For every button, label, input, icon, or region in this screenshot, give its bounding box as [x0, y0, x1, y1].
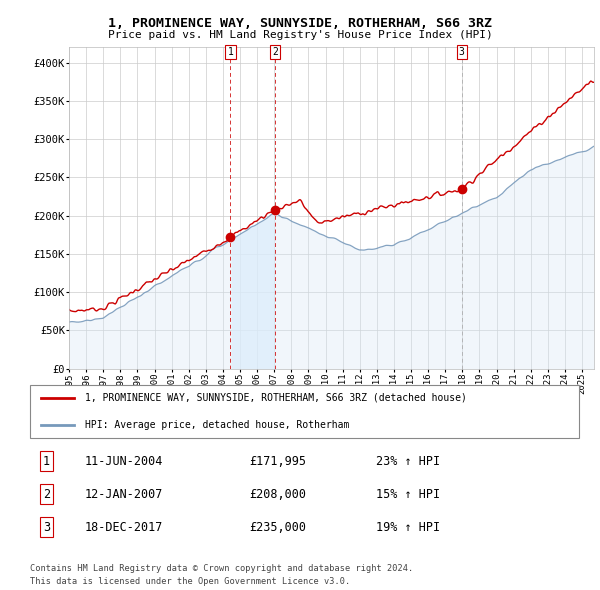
Text: Contains HM Land Registry data © Crown copyright and database right 2024.: Contains HM Land Registry data © Crown c… — [30, 564, 413, 573]
Text: 23% ↑ HPI: 23% ↑ HPI — [376, 454, 440, 468]
Text: 1: 1 — [43, 454, 50, 468]
Text: 1, PROMINENCE WAY, SUNNYSIDE, ROTHERHAM, S66 3RZ: 1, PROMINENCE WAY, SUNNYSIDE, ROTHERHAM,… — [108, 17, 492, 30]
Text: 11-JUN-2004: 11-JUN-2004 — [85, 454, 163, 468]
Text: £235,000: £235,000 — [250, 520, 307, 534]
Text: HPI: Average price, detached house, Rotherham: HPI: Average price, detached house, Roth… — [85, 419, 349, 430]
Text: 12-JAN-2007: 12-JAN-2007 — [85, 487, 163, 501]
Text: £208,000: £208,000 — [250, 487, 307, 501]
Text: £171,995: £171,995 — [250, 454, 307, 468]
Text: Price paid vs. HM Land Registry's House Price Index (HPI): Price paid vs. HM Land Registry's House … — [107, 30, 493, 40]
Text: 19% ↑ HPI: 19% ↑ HPI — [376, 520, 440, 534]
Text: This data is licensed under the Open Government Licence v3.0.: This data is licensed under the Open Gov… — [30, 577, 350, 586]
Text: 3: 3 — [43, 520, 50, 534]
Text: 2: 2 — [272, 47, 278, 57]
Text: 15% ↑ HPI: 15% ↑ HPI — [376, 487, 440, 501]
Text: 18-DEC-2017: 18-DEC-2017 — [85, 520, 163, 534]
FancyBboxPatch shape — [30, 385, 579, 438]
Text: 1, PROMINENCE WAY, SUNNYSIDE, ROTHERHAM, S66 3RZ (detached house): 1, PROMINENCE WAY, SUNNYSIDE, ROTHERHAM,… — [85, 393, 467, 403]
Text: 1: 1 — [227, 47, 233, 57]
Text: 3: 3 — [459, 47, 464, 57]
Text: 2: 2 — [43, 487, 50, 501]
